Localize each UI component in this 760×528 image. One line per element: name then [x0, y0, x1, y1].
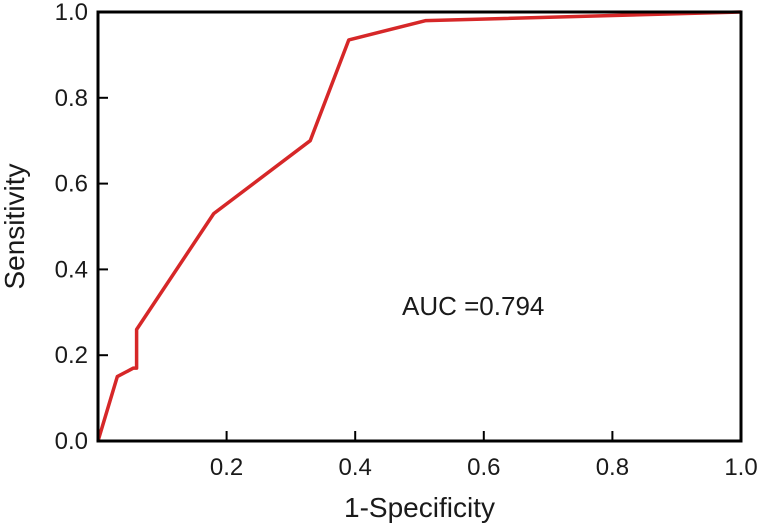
y-tick-label: 0.8: [55, 85, 88, 112]
x-tick-label: 0.2: [210, 454, 243, 481]
x-axis-title: 1-Specificity: [344, 492, 495, 523]
x-tick-label: 1.0: [724, 454, 757, 481]
x-tick-label: 0.6: [467, 454, 500, 481]
y-tick-label: 0.4: [55, 256, 88, 283]
x-tick-label: 0.4: [339, 454, 372, 481]
y-axis-title: Sensitivity: [0, 163, 30, 289]
x-tick-label: 0.8: [596, 454, 629, 481]
auc-annotation: AUC =0.794: [402, 291, 544, 321]
x-axis-ticks: 0.2 0.4 0.6 0.8 1.0: [210, 431, 758, 481]
y-tick-label: 1.0: [55, 0, 88, 26]
plot-frame: [96, 10, 743, 443]
y-tick-label: 0.2: [55, 342, 88, 369]
roc-curve: [96, 10, 742, 442]
y-tick-label: 0.0: [55, 428, 88, 455]
y-axis-ticks: 0.0 0.2 0.4 0.6 0.8 1.0: [55, 0, 108, 455]
y-tick-label: 0.6: [55, 171, 88, 198]
